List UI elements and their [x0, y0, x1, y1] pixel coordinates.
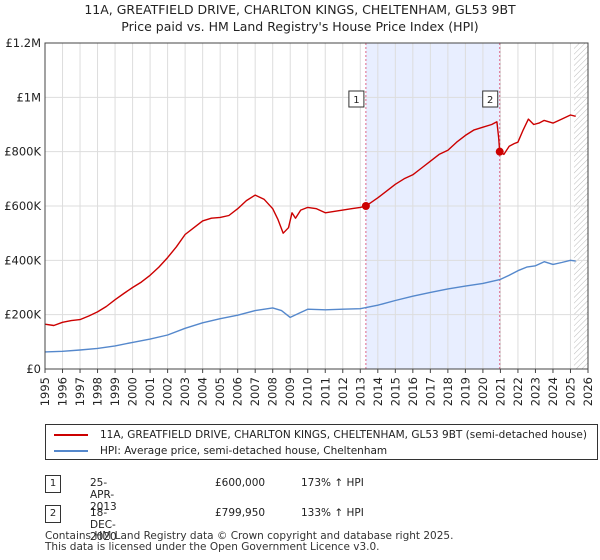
x-tick-label: 2002: [161, 377, 175, 406]
x-tick-label: 1999: [108, 377, 122, 406]
property-price-line: [44, 114, 576, 327]
x-tick-label: 2021: [493, 377, 507, 406]
legend-item-hpi: HPI: Average price, semi-detached house,…: [54, 443, 387, 459]
chart-title-address: 11A, GREATFIELD DRIVE, CHARLTON KINGS, C…: [84, 2, 516, 17]
x-tick-label: 2018: [441, 377, 455, 406]
sale-number-badge: 1: [45, 475, 61, 493]
legend-label-hpi: HPI: Average price, semi-detached house,…: [100, 445, 388, 457]
chart-title: Price paid vs. HM Land Registry's House …: [121, 19, 479, 34]
x-tick-label: 2020: [476, 377, 490, 406]
x-tick-label: 2006: [231, 377, 245, 406]
x-tick-label: 2008: [266, 377, 280, 406]
sale-point-1: [361, 202, 370, 210]
x-tick-label: 2000: [126, 377, 140, 406]
legend-label-property: 11A, GREATFIELD DRIVE, CHARLTON KINGS, C…: [100, 429, 587, 441]
x-tick-label: 2019: [458, 377, 472, 406]
x-tick-label: 2024: [546, 377, 560, 406]
footer-line-1: Contains HM Land Registry data © Crown c…: [45, 530, 454, 542]
x-tick-label: 2010: [301, 377, 315, 406]
x-tick-label: 2026: [581, 377, 595, 406]
x-tick-label: 1995: [38, 377, 52, 406]
x-tick-label: 2016: [406, 377, 420, 406]
sale-hpi-change: 173% ↑ HPI: [301, 477, 364, 489]
sale-price: £600,000: [215, 477, 266, 489]
sale-point-2: [495, 147, 504, 156]
x-tick-label: 2005: [213, 377, 227, 406]
x-tick-label: 2009: [283, 377, 297, 406]
y-tick-label: £0: [26, 362, 41, 376]
sale-date: 18-DEC-2020: [90, 507, 117, 543]
sale-label-box-1: [348, 90, 365, 108]
y-tick-label: £600K: [4, 199, 41, 213]
sale-price: £799,950: [215, 507, 266, 519]
legend-swatch-hpi: [54, 450, 88, 452]
y-tick-label: £200K: [4, 308, 41, 322]
legend-item-property: 11A, GREATFIELD DRIVE, CHARLTON KINGS, C…: [54, 427, 587, 443]
x-tick-label: 2022: [511, 377, 525, 406]
x-tick-label: 2013: [353, 377, 367, 406]
x-tick-label: 2007: [248, 377, 262, 406]
x-tick-label: 2001: [143, 377, 157, 406]
footer-line-2: This data is licensed under the Open Gov…: [45, 541, 380, 553]
sale-label-2: 2: [487, 95, 493, 106]
sale-hpi-change: 133% ↑ HPI: [301, 507, 364, 519]
footer-attribution: Contains HM Land Registry data © Crown c…: [45, 531, 453, 553]
x-tick-label: 2012: [336, 377, 350, 406]
sale-label-box-2: [482, 90, 499, 108]
x-tick-label: 2011: [318, 377, 332, 406]
sale-date: 25-APR-2013: [90, 477, 117, 513]
x-tick-label: 1996: [56, 377, 70, 406]
x-tick-label: 1997: [73, 377, 87, 406]
x-tick-label: 2017: [423, 377, 437, 406]
hpi-line: [44, 259, 576, 353]
x-tick-label: 2003: [178, 377, 192, 406]
sale-number-badge: 2: [45, 505, 61, 523]
chart-legend: 11A, GREATFIELD DRIVE, CHARLTON KINGS, C…: [45, 424, 598, 460]
x-tick-label: 2004: [196, 377, 210, 406]
y-tick-label: £800K: [4, 145, 41, 159]
legend-swatch-property: [54, 434, 88, 436]
x-tick-label: 2014: [371, 377, 385, 406]
y-tick-label: £1M: [16, 90, 41, 104]
x-tick-label: 2025: [563, 377, 577, 406]
y-tick-label: £400K: [4, 253, 41, 267]
plot-frame: [44, 42, 589, 370]
sale-label-1: 1: [353, 95, 359, 106]
x-tick-label: 2023: [528, 377, 542, 406]
x-tick-label: 1998: [91, 377, 105, 406]
x-tick-label: 2015: [388, 377, 402, 406]
y-tick-label: £1.2M: [5, 36, 41, 50]
